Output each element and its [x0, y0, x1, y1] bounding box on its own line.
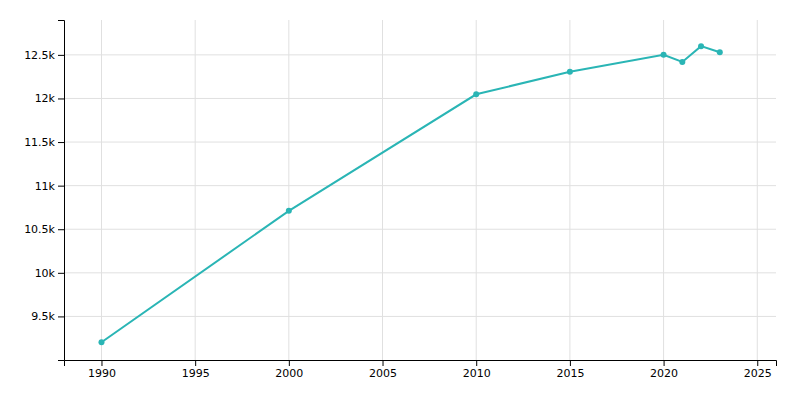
- x-grid-line: [663, 20, 664, 360]
- x-tick: 2015: [556, 360, 584, 380]
- y-axis-line: [58, 21, 65, 361]
- x-tick-mark: [289, 360, 290, 366]
- y-tick: 11k: [35, 180, 64, 193]
- chart: 1990 1995 2000 2005 2010 2015 2020 2025 9.5k 10k 1…: [0, 0, 800, 400]
- x-tick-mark: [476, 360, 477, 366]
- point: [679, 59, 685, 65]
- y-tick: 12.5k: [24, 49, 64, 62]
- x-tick-mark: [101, 360, 102, 366]
- x-tick-mark: [195, 360, 196, 366]
- x-grid-line: [382, 20, 383, 360]
- x-tick-mark: [664, 360, 665, 366]
- y-tick-label: 10k: [35, 267, 56, 280]
- x-tick: 2000: [275, 360, 303, 380]
- x-grid-line: [288, 20, 289, 360]
- point: [661, 52, 667, 58]
- y-tick-label: 12.5k: [24, 49, 55, 62]
- data-layer: [98, 43, 722, 345]
- x-grid-line: [757, 20, 758, 360]
- y-tick-mark: [58, 273, 64, 274]
- y-tick: 10.5k: [24, 223, 64, 236]
- x-tick-label: 2015: [556, 367, 584, 380]
- y-tick-mark: [58, 98, 64, 99]
- grid: [64, 20, 776, 360]
- point: [698, 43, 704, 49]
- x-tick: 2005: [369, 360, 397, 380]
- x-tick: 2010: [463, 360, 491, 380]
- x-tick-label: 2025: [744, 367, 772, 380]
- x-tick-mark: [757, 360, 758, 366]
- y-grid-line: [64, 272, 776, 273]
- y-grid-line: [64, 142, 776, 143]
- y-tick-label: 11.5k: [24, 136, 55, 149]
- x-tick: 1995: [182, 360, 210, 380]
- plot-root: 1990 1995 2000 2005 2010 2015 2020 2025 9.5k 10k 1…: [24, 20, 776, 380]
- x-tick: 1990: [88, 360, 116, 380]
- y-grid-line: [64, 185, 776, 186]
- x-tick-mark: [383, 360, 384, 366]
- y-grid-line: [64, 54, 776, 55]
- line: [101, 46, 719, 342]
- y-tick-label: 9.5k: [31, 310, 55, 323]
- x-tick-label: 2005: [369, 367, 397, 380]
- y-tick-label: 12k: [35, 92, 56, 105]
- y-grid-line: [64, 229, 776, 230]
- point: [567, 69, 573, 75]
- y-tick-mark: [58, 186, 64, 187]
- x-tick: 2025: [744, 360, 772, 380]
- y-axis: 9.5k 10k 10.5k 11k 11.5k 12k 12.5k: [24, 21, 64, 361]
- y-tick-mark: [58, 316, 64, 317]
- y-tick-mark: [58, 142, 64, 143]
- point: [473, 91, 479, 97]
- x-tick-label: 2000: [275, 367, 303, 380]
- point: [717, 49, 723, 55]
- y-tick: 12k: [35, 92, 64, 105]
- y-tick-label: 10.5k: [24, 223, 55, 236]
- y-grid-line: [64, 316, 776, 317]
- point: [286, 208, 292, 214]
- x-axis-line: [65, 361, 777, 367]
- x-grid-line: [195, 20, 196, 360]
- y-tick: 10k: [35, 267, 64, 280]
- x-tick-label: 1995: [182, 367, 210, 380]
- point: [98, 339, 104, 345]
- x-grid-line: [101, 20, 102, 360]
- x-grid-line: [476, 20, 477, 360]
- y-tick: 11.5k: [24, 136, 64, 149]
- x-tick: 2020: [650, 360, 678, 380]
- y-grid-line: [64, 98, 776, 99]
- y-tick-label: 11k: [35, 180, 56, 193]
- x-tick-label: 2010: [463, 367, 491, 380]
- x-tick-label: 1990: [88, 367, 116, 380]
- y-tick: 9.5k: [31, 310, 64, 323]
- y-tick-mark: [58, 229, 64, 230]
- x-axis: 1990 1995 2000 2005 2010 2015 2020 2025: [65, 360, 777, 380]
- y-tick-mark: [58, 55, 64, 56]
- x-tick-mark: [570, 360, 571, 366]
- x-tick-label: 2020: [650, 367, 678, 380]
